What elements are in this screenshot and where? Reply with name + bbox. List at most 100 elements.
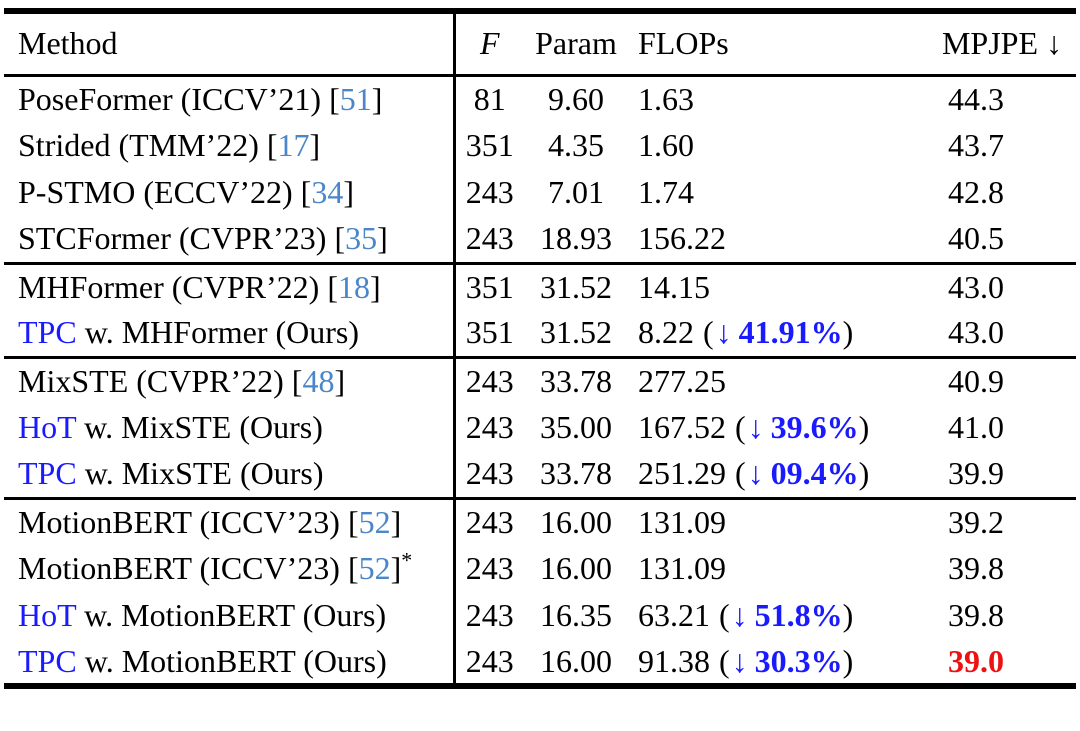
- method-cell: PoseFormer (ICCV’21) [51]: [4, 75, 456, 122]
- reduction-percent: 41.91%: [738, 314, 843, 351]
- citation-number[interactable]: 35: [345, 220, 378, 257]
- reduction-down-arrow-icon: ↓: [715, 314, 732, 351]
- frames-cell: 243: [465, 362, 514, 399]
- paren-open: (: [703, 314, 714, 351]
- results-table: Method F Param FLOPs MPJPE ↓ PoseFormer (…: [4, 8, 1076, 689]
- method-name: P-STMO (ECCV’22): [18, 174, 301, 210]
- reduction-percent: 51.8%: [754, 597, 843, 633]
- flops-value: 91.38: [638, 642, 710, 679]
- mpjpe-cell: 43.0: [948, 314, 1004, 351]
- frames-cell: 243: [465, 642, 514, 679]
- flops-cell: 8.22 (↓ 41.91%): [628, 310, 876, 357]
- mpjpe-cell: 44.3: [948, 80, 1004, 117]
- col-header-mpjpe: MPJPE ↓: [876, 11, 1076, 75]
- citation[interactable]: [51]: [329, 81, 382, 117]
- flops-cell: 1.74: [628, 169, 876, 216]
- citation[interactable]: [52]: [348, 504, 401, 540]
- mpjpe-cell: 39.0: [948, 642, 1004, 679]
- table-row: MotionBERT (ICCV’23) [52]* 243 16.00 131…: [4, 545, 1076, 592]
- method-name: MotionBERT (ICCV’23): [18, 550, 348, 586]
- method-cell: MotionBERT (ICCV’23) [52]: [4, 498, 456, 545]
- citation[interactable]: [52]: [348, 550, 401, 586]
- frames-cell: 243: [465, 597, 514, 633]
- down-arrow-icon: ↓: [1046, 25, 1062, 62]
- citation-number[interactable]: 48: [302, 362, 335, 399]
- method-prefix: HoT: [18, 597, 77, 633]
- method-cell: TPC w. MixSTE (Ours): [4, 451, 456, 498]
- table-row: STCFormer (CVPR’23) [35] 243 18.93 156.2…: [4, 216, 1076, 263]
- citation[interactable]: [48]: [292, 363, 345, 399]
- flops-value: 63.21: [638, 597, 710, 633]
- param-cell: 16.00: [540, 550, 612, 586]
- citation-number[interactable]: 52: [358, 550, 391, 586]
- method-name: w. MotionBERT (Ours): [76, 642, 387, 679]
- frames-cell: 243: [465, 503, 514, 540]
- frames-cell: 243: [465, 455, 514, 492]
- method-name: w. MixSTE (Ours): [76, 455, 324, 492]
- frames-cell: 351: [465, 268, 514, 305]
- citation-number[interactable]: 17: [277, 127, 310, 163]
- method-name: MHFormer (CVPR’22): [18, 268, 328, 305]
- table-row: Strided (TMM’22) [17] 351 4.35 1.60 43.7: [4, 122, 1076, 169]
- flops-value: 8.22: [638, 314, 694, 351]
- citation-number[interactable]: 51: [339, 80, 372, 117]
- citation[interactable]: [17]: [267, 127, 320, 163]
- mpjpe-cell: 39.8: [948, 597, 1004, 633]
- flops-value: 167.52: [638, 409, 726, 445]
- citation-number[interactable]: 18: [337, 268, 370, 305]
- citation-number[interactable]: 34: [311, 174, 344, 210]
- param-cell: 33.78: [540, 455, 612, 492]
- mpjpe-cell: 43.0: [948, 268, 1004, 305]
- citation[interactable]: [34]: [301, 174, 354, 210]
- param-cell: 33.78: [540, 362, 612, 399]
- method-name: MixSTE (CVPR’22): [18, 362, 292, 399]
- citation[interactable]: [35]: [334, 220, 387, 256]
- citation[interactable]: [18]: [327, 269, 380, 305]
- mpjpe-cell: 39.9: [948, 455, 1004, 492]
- flops-cell: 131.09: [628, 498, 876, 545]
- param-cell: 31.52: [540, 314, 612, 351]
- citation-bracket-close: ]: [343, 174, 354, 210]
- citation-bracket-open: [: [347, 550, 359, 586]
- flops-cell: 91.38 (↓ 30.3%): [628, 639, 876, 686]
- method-cell: TPC w. MHFormer (Ours): [4, 310, 456, 357]
- table-row: TPC w. MotionBERT (Ours) 243 16.00 91.38…: [4, 639, 1076, 686]
- flops-value: 131.09: [638, 550, 726, 586]
- method-cell: HoT w. MotionBERT (Ours): [4, 592, 456, 639]
- flops-cell: 277.25: [628, 357, 876, 404]
- method-group-3: MixSTE (CVPR’22) [48] 243 33.78 277.25 4…: [4, 357, 1076, 498]
- method-cell: STCFormer (CVPR’23) [35]: [4, 216, 456, 263]
- mpjpe-cell: 39.8: [948, 550, 1004, 586]
- flops-reduction: (↓ 09.4%): [735, 455, 869, 491]
- frames-cell: 351: [465, 127, 514, 163]
- param-cell: 16.00: [540, 503, 612, 540]
- flops-reduction: (↓ 39.6%): [735, 409, 869, 445]
- flops-cell: 1.60: [628, 122, 876, 169]
- param-cell: 31.52: [540, 268, 612, 305]
- citation-bracket-close: ]: [390, 550, 402, 586]
- method-prefix: TPC: [18, 455, 77, 492]
- citation-number[interactable]: 52: [358, 503, 391, 540]
- mpjpe-cell: 43.7: [948, 127, 1004, 163]
- method-prefix: TPC: [18, 314, 77, 351]
- method-prefix: TPC: [18, 642, 77, 679]
- citation-bracket-close: ]: [309, 127, 321, 163]
- citation-bracket-open: [: [300, 174, 312, 210]
- mpjpe-cell: 42.8: [948, 174, 1004, 210]
- flops-value: 14.15: [638, 268, 710, 305]
- citation-bracket-close: ]: [390, 503, 402, 540]
- flops-value: 1.63: [638, 80, 694, 117]
- mpjpe-label: MPJPE: [941, 25, 1038, 62]
- frames-cell: 243: [465, 550, 514, 586]
- paren-close: ): [842, 597, 854, 633]
- flops-reduction: (↓ 30.3%): [719, 643, 853, 679]
- method-name: STCFormer (CVPR’23): [18, 220, 335, 257]
- frames-symbol: F: [479, 25, 500, 62]
- method-name: Strided (TMM’22): [18, 127, 267, 163]
- flops-value: 1.60: [638, 127, 694, 163]
- reduction-percent: 09.4%: [770, 455, 859, 492]
- paren-open: (: [719, 642, 730, 679]
- method-cell: Strided (TMM’22) [17]: [4, 122, 456, 169]
- table-header: Method F Param FLOPs MPJPE ↓: [4, 11, 1076, 75]
- method-cell: HoT w. MixSTE (Ours): [4, 404, 456, 451]
